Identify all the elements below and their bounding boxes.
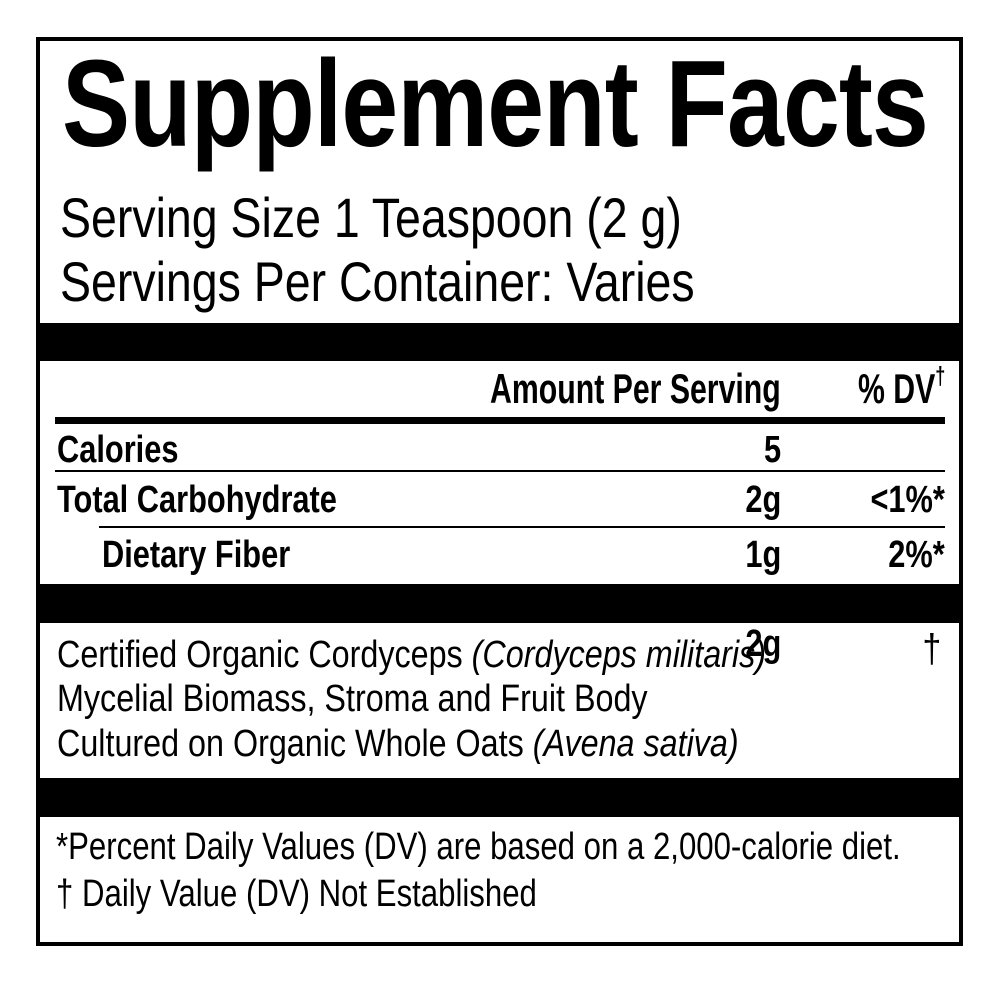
nutrient-amount-calories: 5 [763,429,781,471]
nutrient-dv-total-carbohydrate: <1%* [870,479,945,521]
supplement-facts-label: Supplement Facts Serving Size 1 Teaspoon… [36,37,963,946]
nutrient-dv-dietary-fiber: 2%* [888,534,945,576]
ingredient-name-line-2: Mycelial Biomass, Stroma and Fruit Body [57,678,648,720]
column-header-amount-per-serving: Amount Per Serving [490,365,781,412]
ingredient-name-line-3: Cultured on Organic Whole Oats (Avena sa… [57,725,739,763]
ingredient-name-text: Certified Organic Cordyceps [57,634,472,676]
footnote-percent-dv: *Percent Daily Values (DV) are based on … [56,826,901,868]
ingredient-name-line-1: Certified Organic Cordyceps (Cordyceps m… [57,636,766,674]
thick-divider-bar-bottom [40,778,959,817]
thick-divider-bar-top [40,323,959,361]
ingredient-dv-dagger: † [922,627,941,671]
footnote-dv-not-established: † Daily Value (DV) Not Established [56,873,537,915]
nutrient-amount-total-carbohydrate: 2g [745,479,781,521]
label-content: Supplement Facts Serving Size 1 Teaspoon… [40,41,959,942]
row-divider-calories [55,470,945,472]
percent-dv-dagger-superscript: † [934,362,945,390]
servings-per-container-text: Servings Per Container: Varies [60,250,695,313]
label-title: Supplement Facts [62,36,929,173]
thick-divider-bar-middle [40,584,959,623]
row-divider-indented [99,526,945,528]
percent-dv-label: % DV [857,365,935,412]
ingredient-botanical-name: (Cordyceps militaris) [471,634,767,676]
ingredient-amount: 2g [745,623,781,665]
column-header-percent-dv: % DV† [857,363,945,412]
nutrient-amount-dietary-fiber: 1g [745,534,781,576]
substrate-botanical-name: (Avena sativa) [532,723,739,765]
nutrient-name-total-carbohydrate: Total Carbohydrate [57,479,337,521]
header-rule [55,417,945,424]
ingredient-substrate-text: Cultured on Organic Whole Oats [57,723,533,765]
serving-size-text: Serving Size 1 Teaspoon (2 g) [60,186,682,249]
nutrient-name-calories: Calories [57,429,179,471]
nutrient-name-dietary-fiber: Dietary Fiber [102,534,291,576]
